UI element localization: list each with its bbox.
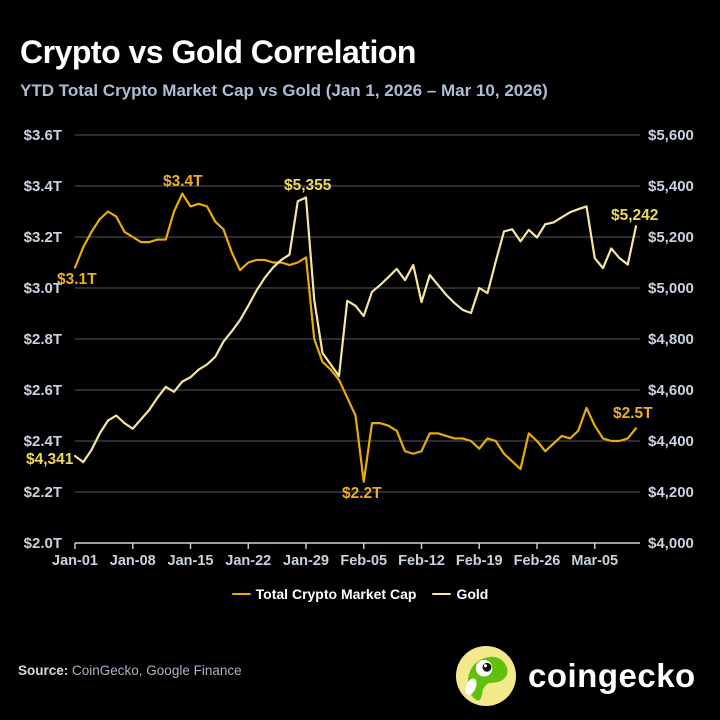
page-title: Crypto vs Gold Correlation [20, 34, 416, 70]
legend-label: Total Crypto Market Cap [255, 586, 417, 602]
left-axis-tick-label: $3.2T [24, 229, 62, 246]
source-note: Source: CoinGecko, Google Finance [18, 663, 242, 678]
legend-label: Gold [456, 586, 489, 602]
data-point-label: $4,341 [26, 451, 74, 468]
data-point-label: $3.4T [163, 173, 203, 190]
left-axis-tick-label: $2.2T [24, 484, 62, 501]
x-axis-tick-label: Jan-01 [52, 553, 98, 569]
legend-line-swatch [432, 592, 452, 596]
left-axis-tick-label: $2.8T [24, 331, 62, 348]
data-point-label: $2.2T [342, 485, 382, 502]
correlation-chart: $3.6T $5,600 $3.4T $5,400 $3.2T $5,200 $3.0T $5… [24, 127, 694, 569]
x-axis-tick-label: Jan-08 [110, 553, 156, 569]
right-axis-tick-label: $4,000 [648, 535, 694, 552]
data-point-label: $5,355 [284, 177, 332, 194]
gecko-belly [465, 678, 477, 695]
source-value: CoinGecko, Google Finance [68, 663, 242, 678]
coingecko-logo-icon [455, 645, 517, 707]
right-axis-tick-label: $4,800 [648, 331, 694, 348]
right-axis-tick-label: $5,200 [648, 229, 694, 246]
gecko-pupil [482, 662, 492, 672]
x-axis-tick-label: Mar-05 [571, 553, 618, 569]
source-label: Source: [18, 663, 69, 678]
data-point-label: $5,242 [611, 207, 658, 224]
right-axis-tick-label: $5,600 [648, 127, 694, 144]
right-axis-tick-label: $4,400 [648, 433, 694, 450]
x-axis-tick-label: Feb-19 [456, 553, 503, 569]
x-axis-tick-label: Feb-05 [340, 553, 387, 569]
legend-item: Gold [432, 586, 488, 602]
page-subtitle: YTD Total Crypto Market Cap vs Gold (Jan… [20, 81, 548, 100]
data-point-label: $3.1T [57, 271, 97, 288]
brand-wordmark: coingecko [528, 657, 696, 694]
x-axis-tick-label: Feb-12 [398, 553, 445, 569]
right-axis-tick-label: $4,200 [648, 484, 694, 501]
crypto-line [73, 192, 638, 483]
left-axis-tick-label: $3.0T [24, 280, 62, 297]
gold-line [73, 196, 638, 464]
right-axis-tick-label: $4,600 [648, 382, 694, 399]
data-point-label: $2.5T [613, 405, 653, 422]
x-axis-tick-label: Jan-15 [168, 553, 214, 569]
left-axis-tick-label: $2.6T [24, 382, 62, 399]
left-axis-tick-label: $2.0T [24, 535, 62, 552]
x-axis-tick-label: Jan-29 [283, 553, 329, 569]
right-axis-tick-label: $5,400 [648, 178, 694, 195]
x-axis-tick-label: Feb-26 [514, 553, 561, 569]
chart-legend: Total Crypto Market Cap Gold [0, 586, 720, 602]
left-axis-tick-label: $2.4T [24, 433, 62, 450]
left-axis-tick-label: $3.4T [24, 178, 62, 195]
left-axis-tick-label: $3.6T [24, 127, 62, 144]
right-axis-tick-label: $5,000 [648, 280, 694, 297]
x-axis-tick-label: Jan-22 [225, 553, 271, 569]
gecko-eye-glint [483, 664, 487, 668]
legend-line-swatch [231, 592, 251, 596]
legend-item: Total Crypto Market Cap [231, 586, 417, 602]
